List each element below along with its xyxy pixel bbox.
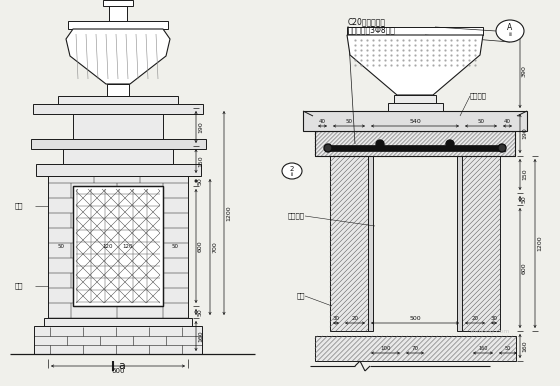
Text: ⅱ: ⅱ (291, 173, 293, 178)
Bar (330, 156, 368, 331)
Text: 150: 150 (522, 169, 527, 180)
Text: 20: 20 (472, 316, 478, 321)
Text: 190: 190 (198, 121, 203, 133)
Bar (44, 318, 192, 326)
Text: 600: 600 (198, 240, 203, 252)
Text: 700: 700 (212, 241, 217, 253)
Text: 50: 50 (58, 244, 64, 249)
Text: 50: 50 (505, 346, 511, 351)
Bar (462, 156, 500, 331)
Bar (394, 95, 436, 103)
Bar (457, 156, 462, 331)
Text: 150: 150 (198, 155, 203, 167)
Text: 70: 70 (412, 346, 418, 351)
Text: 50: 50 (198, 308, 203, 316)
Text: 沙岩浮雕: 沙岩浮雕 (288, 213, 305, 219)
Bar (34, 326, 202, 354)
Circle shape (376, 140, 384, 148)
Text: 50: 50 (346, 119, 352, 124)
Circle shape (324, 144, 332, 152)
Bar (31, 139, 206, 149)
Text: ⅱ: ⅱ (508, 32, 511, 37)
Text: 600: 600 (522, 262, 527, 274)
Bar (109, 6, 127, 21)
Text: 30: 30 (491, 316, 497, 321)
Bar (36, 164, 201, 176)
Polygon shape (66, 29, 170, 84)
Text: 160: 160 (198, 330, 203, 342)
Bar (73, 186, 163, 306)
Text: 40: 40 (319, 119, 326, 124)
Text: 沙岩饰线: 沙岩饰线 (470, 93, 487, 99)
Ellipse shape (282, 163, 302, 179)
Text: 1200: 1200 (226, 205, 231, 221)
Text: 1200: 1200 (537, 236, 542, 251)
Text: 160: 160 (478, 346, 488, 351)
Bar (73, 186, 163, 306)
Bar (303, 111, 527, 131)
Bar (103, 0, 133, 6)
Text: 50: 50 (171, 244, 179, 249)
Polygon shape (347, 35, 483, 95)
Circle shape (498, 144, 506, 152)
Text: a: a (118, 361, 125, 371)
Text: 540: 540 (409, 119, 421, 124)
Text: 20: 20 (352, 316, 358, 321)
Ellipse shape (496, 20, 524, 42)
Text: 预制板内配3Φ8双向: 预制板内配3Φ8双向 (348, 25, 396, 34)
Bar (73, 114, 163, 139)
Text: 50: 50 (522, 195, 527, 203)
Text: A: A (507, 24, 512, 32)
Text: 50: 50 (478, 119, 484, 124)
Bar (315, 131, 515, 156)
Text: 40: 40 (504, 119, 511, 124)
Bar (388, 103, 443, 111)
Bar (368, 156, 373, 331)
Text: 120: 120 (123, 244, 133, 249)
Bar (68, 21, 168, 29)
Text: 600: 600 (111, 368, 125, 374)
Text: 沙岩: 沙岩 (15, 283, 24, 289)
Bar (107, 84, 129, 96)
Text: 100: 100 (380, 346, 391, 351)
Bar (63, 149, 173, 164)
Text: 30: 30 (333, 316, 339, 321)
Bar (315, 336, 516, 361)
Bar (33, 104, 203, 114)
Text: 390: 390 (522, 65, 527, 77)
Text: zhulong.com: zhulong.com (470, 328, 510, 334)
Text: 沙岩: 沙岩 (296, 293, 305, 299)
Text: 50: 50 (198, 177, 203, 185)
Bar (48, 176, 188, 318)
Text: 190: 190 (522, 128, 527, 139)
Text: 2: 2 (290, 166, 294, 172)
Bar (347, 27, 483, 35)
Text: 沙岩: 沙岩 (15, 203, 24, 209)
Circle shape (446, 140, 454, 148)
Bar (315, 131, 515, 156)
Bar (325, 145, 505, 151)
Bar (58, 96, 178, 104)
Text: 120: 120 (102, 244, 113, 249)
Text: C20钢筋混凝土: C20钢筋混凝土 (348, 17, 386, 27)
Text: 160: 160 (522, 340, 527, 352)
Text: 500: 500 (409, 316, 421, 321)
